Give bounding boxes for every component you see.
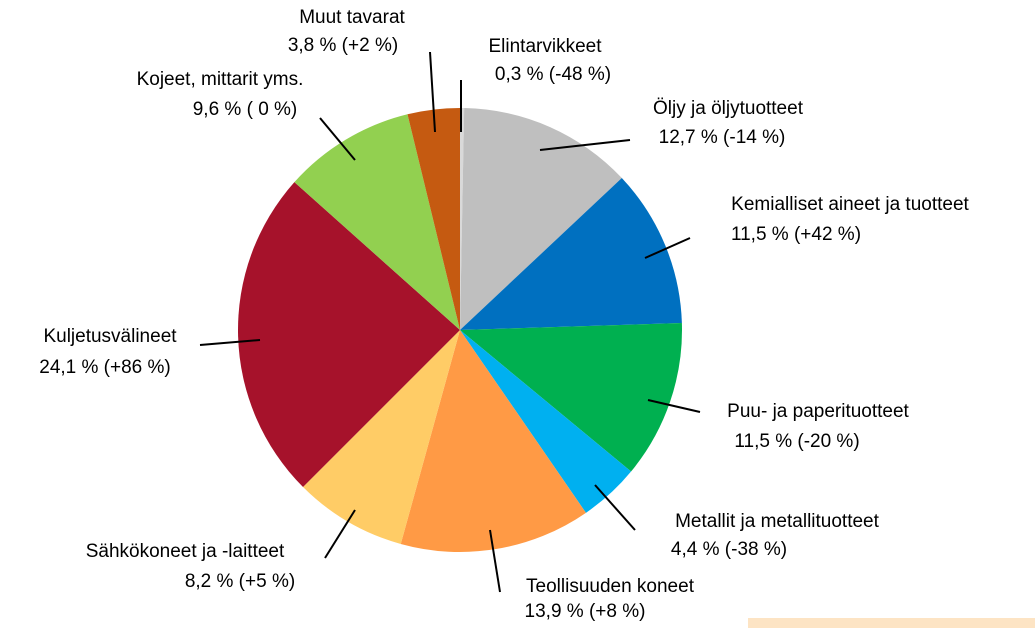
leader-line [199,339,261,346]
leader-line [647,399,701,413]
value-label: 11,5 % (-20 %) [734,431,859,452]
pie-slice [460,108,622,331]
value-label: 24,1 % (+86 %) [39,357,171,378]
slice-label: Sähkökoneet ja -laitteet [86,541,285,562]
pie-slice [400,330,586,552]
leader-line [319,117,356,161]
pie-slice [460,330,632,513]
slice-label: Kojeet, mittarit yms. [137,69,304,90]
value-label: 13,9 % (+8 %) [525,601,646,622]
pie-slice [460,323,682,472]
leader-line [644,237,691,259]
decoration [748,618,1035,628]
slice-label: Elintarvikkeet [489,36,603,57]
slice-label: Kuljetusvälineet [43,326,177,347]
slice-label: Metallit ja metallituotteet [675,511,880,532]
slice-label: Kemialliset aineet ja tuotteet [731,194,969,215]
leader-line [594,484,636,531]
pie-slice [460,108,465,330]
value-label: 11,5 % (+42 %) [731,224,861,245]
slice-label: Öljy ja öljytuotteet [653,98,804,119]
leader-line [489,529,501,593]
leader-line [324,509,356,559]
pie-slice [407,108,460,330]
value-label: 4,4 % (-38 %) [671,539,787,560]
slice-label: Puu- ja paperituotteet [727,401,909,422]
pie-slice [237,182,460,487]
value-label: 3,8 % (+2 %) [288,35,398,56]
value-label: 12,7 % (-14 %) [659,127,786,148]
value-label: 8,2 % (+5 %) [185,571,295,592]
slice-label: Teollisuuden koneet [526,576,695,597]
value-label: 9,6 % ( 0 %) [193,99,298,120]
value-label: 0,3 % (-48 %) [495,64,611,85]
pie-slice [460,178,682,330]
pie-slice [303,330,460,544]
leader-line [539,139,631,151]
leader-line [429,51,436,133]
slice-label: Muut tavarat [299,7,405,28]
pie-slice [294,114,460,330]
